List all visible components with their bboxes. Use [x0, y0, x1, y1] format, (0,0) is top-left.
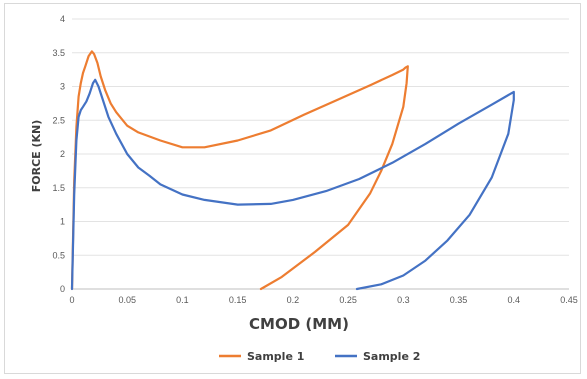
legend-label-sample-1: Sample 1 [247, 350, 304, 363]
x-tick-label: 0.3 [397, 295, 410, 305]
y-tick-label: 3.5 [52, 48, 65, 58]
chart-frame: 0 0.5 1 1.5 2 2.5 3 3.5 4 0 0.05 0.1 0.15 0.2 0.25 0.3… [4, 3, 581, 374]
x-tick-label: 0.05 [118, 295, 136, 305]
x-tick-label: 0.4 [508, 295, 521, 305]
series-line-sample-1 [70, 50, 409, 291]
x-tick-label: 0.1 [176, 295, 189, 305]
y-tick-label: 4 [60, 14, 65, 24]
series-lines [70, 50, 515, 291]
x-tick-label: 0 [69, 295, 74, 305]
y-tick-label: 2.5 [52, 115, 65, 125]
line-chart: 0 0.5 1 1.5 2 2.5 3 3.5 4 0 0.05 0.1 0.15 0.2 0.25 0.3… [30, 14, 578, 363]
x-tick-label: 0.2 [287, 295, 300, 305]
y-tick-labels: 0 0.5 1 1.5 2 2.5 3 3.5 4 [52, 14, 65, 294]
x-tick-labels: 0 0.05 0.1 0.15 0.2 0.25 0.3 0.35 0.4 0.45 [69, 295, 577, 305]
legend-label-sample-2: Sample 2 [363, 350, 420, 363]
y-tick-label: 1.5 [52, 183, 65, 193]
series-line-sample-2 [70, 78, 515, 291]
x-tick-label: 0.25 [339, 295, 357, 305]
y-tick-label: 0 [60, 284, 65, 294]
legend: Sample 1 Sample 2 [219, 350, 420, 363]
x-tick-label: 0.45 [560, 295, 578, 305]
x-axis-title: CMOD (MM) [249, 315, 349, 333]
y-tick-label: 2 [60, 149, 65, 159]
y-tick-label: 0.5 [52, 250, 65, 260]
x-tick-label: 0.15 [229, 295, 247, 305]
y-tick-label: 1 [60, 217, 65, 227]
y-axis-title: FORCE (KN) [30, 120, 43, 193]
gridlines [72, 18, 569, 290]
y-tick-label: 3 [60, 82, 65, 92]
x-tick-label: 0.35 [450, 295, 468, 305]
